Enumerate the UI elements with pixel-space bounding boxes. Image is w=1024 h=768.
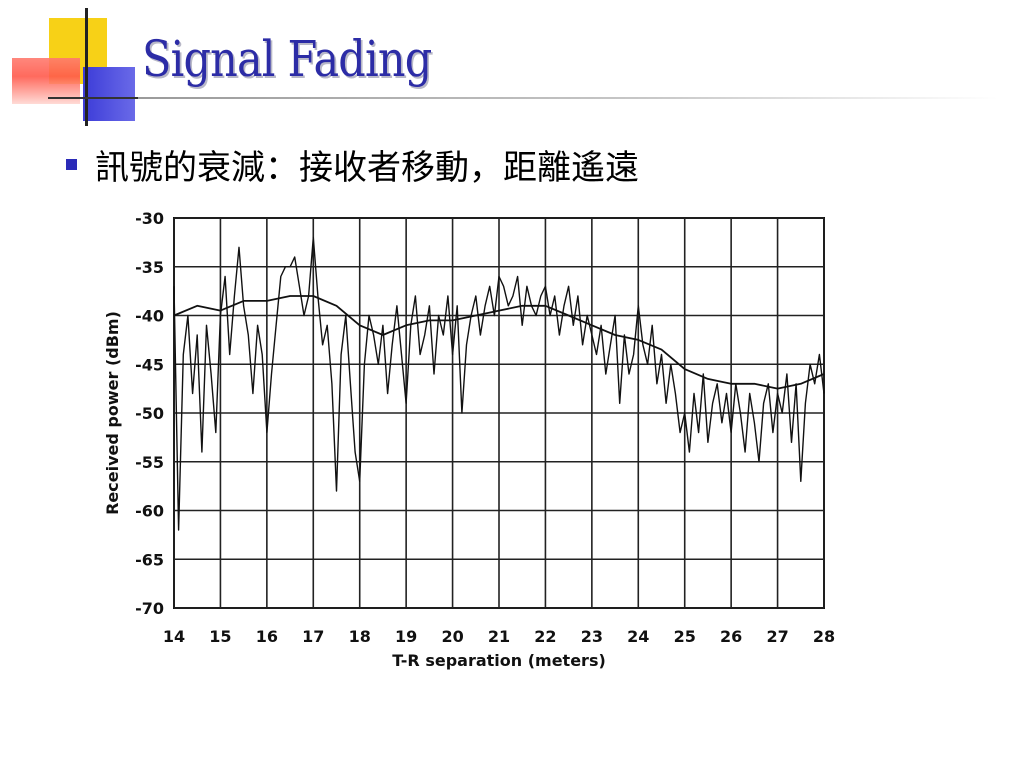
x-tick-label: 25 xyxy=(674,627,696,646)
x-tick-label: 28 xyxy=(813,627,835,646)
x-tick-label: 24 xyxy=(627,627,649,646)
series-line-received-power xyxy=(173,236,825,531)
bullet-text: 訊號的衰減：接收者移動，距離遙遠 xyxy=(95,147,639,188)
y-tick-label: -65 xyxy=(135,550,164,569)
signal-fading-chart: 14 15 16 17 18 19 20 21 22 23 24 25 26 27 28 -30 -35 -40 -… xyxy=(96,206,864,682)
x-tick-label: 17 xyxy=(302,627,324,646)
x-tick-label: 15 xyxy=(209,627,231,646)
y-axis-label: Received power (dBm) xyxy=(103,311,122,515)
chart-series xyxy=(173,236,825,531)
chart-ticks: 14 15 16 17 18 19 20 21 22 23 24 25 26 27 28 -30 -35 -40 -… xyxy=(135,209,835,646)
x-tick-label: 27 xyxy=(766,627,788,646)
title-decoration-red xyxy=(12,58,80,104)
x-tick-label: 18 xyxy=(349,627,371,646)
y-tick-label: -30 xyxy=(135,209,164,228)
y-tick-label: -70 xyxy=(135,599,164,618)
title-decoration-vline xyxy=(85,8,88,126)
title-decoration-blue xyxy=(83,67,135,121)
x-axis-label: T-R separation (meters) xyxy=(392,651,606,670)
x-tick-label: 21 xyxy=(488,627,510,646)
title-decoration-hline xyxy=(48,97,138,99)
x-tick-label: 22 xyxy=(534,627,556,646)
slide-title: Signal Fading xyxy=(142,30,432,88)
bullet-marker xyxy=(66,158,77,170)
y-tick-label: -45 xyxy=(135,355,164,374)
y-tick-label: -35 xyxy=(135,258,164,277)
x-tick-label: 23 xyxy=(581,627,603,646)
x-tick-label: 19 xyxy=(395,627,417,646)
bullet-item: 訊號的衰減：接收者移動，距離遙遠 xyxy=(66,140,639,188)
chart-grid xyxy=(173,217,825,609)
series-line-local-average xyxy=(173,295,825,390)
x-tick-label: 26 xyxy=(720,627,742,646)
x-tick-label: 20 xyxy=(441,627,463,646)
title-underline xyxy=(138,97,998,99)
x-tick-label: 14 xyxy=(163,627,185,646)
y-tick-label: -60 xyxy=(135,502,164,521)
y-tick-label: -50 xyxy=(135,404,164,423)
chart-svg: 14 15 16 17 18 19 20 21 22 23 24 25 26 27 28 -30 -35 -40 -… xyxy=(103,209,835,670)
y-tick-label: -40 xyxy=(135,307,164,326)
y-tick-label: -55 xyxy=(135,453,164,472)
x-tick-label: 16 xyxy=(256,627,278,646)
